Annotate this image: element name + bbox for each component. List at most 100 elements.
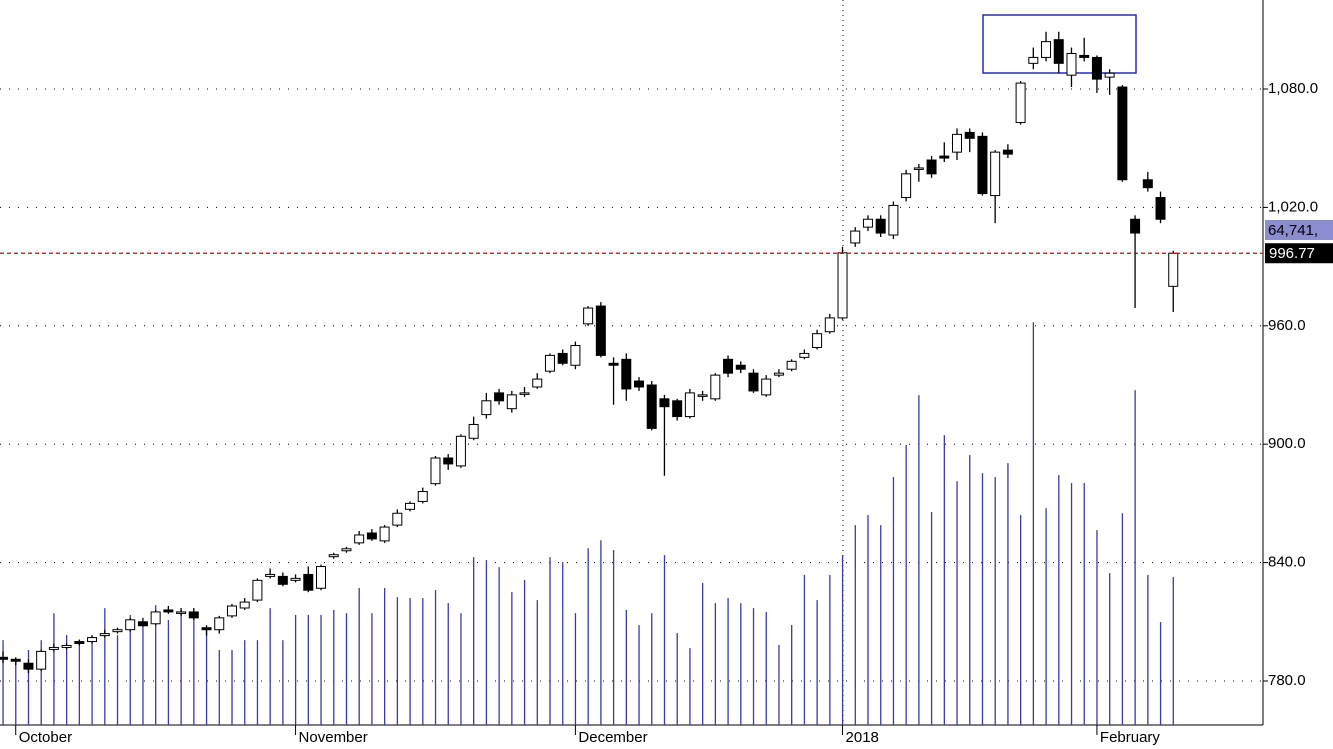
volume-bar: [752, 608, 755, 725]
candle-body: [443, 457, 454, 465]
volume-bar: [1134, 390, 1136, 725]
candle-body: [990, 151, 1001, 197]
candle-body: [646, 384, 657, 429]
volume-bar: [447, 603, 449, 725]
candle-body: [379, 526, 390, 542]
candle-body: [659, 398, 670, 408]
candle-body: [137, 621, 148, 627]
volume-bar: [129, 614, 131, 725]
candle-body: [850, 230, 861, 244]
volume-bar: [294, 614, 297, 725]
candle-body: [519, 392, 530, 395]
volume-bar: [460, 613, 462, 725]
volume-bar: [218, 649, 220, 725]
candle-body: [265, 573, 276, 577]
candle-body: [735, 364, 746, 370]
volume-label: 64,741,: [1268, 222, 1318, 239]
volume-bar: [116, 635, 119, 725]
volume-bar: [167, 620, 170, 725]
candle-body: [176, 611, 187, 614]
y-tick-label: 960.0: [1268, 317, 1306, 334]
volume-bar: [523, 580, 526, 725]
candle-body: [341, 548, 352, 552]
candle-body: [1028, 56, 1039, 64]
volume-bar: [91, 635, 93, 725]
candle-body: [99, 633, 110, 637]
volume-bar: [1109, 573, 1111, 725]
volume-bar: [384, 588, 386, 725]
candle-body: [964, 131, 975, 139]
volume-bar: [689, 648, 691, 725]
volume-bar: [53, 613, 55, 725]
volume-bar: [27, 649, 30, 725]
volume-bar: [562, 562, 564, 725]
volume-bar: [854, 525, 856, 725]
candle-body: [939, 155, 950, 159]
volume-bar: [307, 614, 309, 725]
candle-body: [1091, 56, 1102, 80]
candle-body: [1002, 149, 1013, 155]
volume-bar: [778, 644, 780, 725]
volume-bar: [765, 612, 767, 725]
volume-bar: [1007, 463, 1009, 725]
candle-body: [354, 534, 365, 544]
candle-body: [112, 629, 123, 633]
last-price-label: 996.77: [1269, 245, 1315, 262]
candle-body: [188, 611, 199, 619]
volume-bar: [612, 550, 615, 725]
candle-body: [430, 457, 441, 485]
candle-body: [583, 307, 594, 325]
candle-body: [163, 609, 174, 613]
volume-bar: [714, 603, 717, 725]
y-tick-label: 780.0: [1268, 672, 1306, 689]
volume-bar: [269, 608, 271, 725]
candle-body: [150, 611, 161, 625]
candle-body: [455, 435, 466, 467]
candle-body: [926, 159, 937, 175]
volume-bar: [956, 481, 958, 725]
volume-bar: [345, 613, 348, 725]
candle-body: [468, 423, 479, 439]
volume-bar: [371, 613, 373, 725]
candle-body: [277, 575, 288, 585]
volume-bar: [600, 540, 602, 725]
candle-body: [952, 133, 962, 153]
last-price-box: [1265, 243, 1333, 264]
volume-bar: [358, 588, 360, 725]
candle-body: [481, 400, 492, 416]
volume-bar: [587, 548, 589, 725]
volume-bar: [536, 600, 538, 725]
volume-bar: [180, 609, 182, 725]
volume-bar: [1045, 508, 1047, 725]
candle-body: [36, 650, 47, 670]
volume-bar: [409, 598, 411, 725]
candle-body: [913, 167, 924, 170]
volume-bar: [943, 435, 945, 725]
volume-bar: [333, 609, 335, 725]
x-tick-label: December: [578, 729, 647, 746]
candle-body: [684, 392, 695, 418]
volume-bar: [841, 555, 844, 725]
volume-bar: [791, 625, 793, 725]
volume-bar: [1058, 475, 1060, 725]
x-tick-label: February: [1100, 729, 1161, 746]
candle-body: [494, 392, 505, 402]
volume-bar: [574, 613, 577, 725]
candle-body: [1104, 72, 1115, 78]
volume-bar: [918, 395, 920, 725]
volume-bar: [434, 590, 437, 725]
volume-bar: [422, 598, 424, 725]
candle-body: [1155, 197, 1166, 220]
volume-bar: [905, 445, 907, 725]
candle-body: [888, 204, 899, 236]
volume-bar: [981, 473, 984, 725]
candle-body: [1168, 252, 1179, 287]
candle-body: [1130, 218, 1141, 234]
volume-bar: [994, 477, 996, 725]
candle-body: [61, 644, 72, 648]
x-tick-label: 2018: [846, 729, 879, 746]
candle-body: [290, 577, 301, 581]
candle-body: [74, 641, 85, 645]
candle-body: [1079, 54, 1090, 58]
volume-bar: [880, 525, 882, 725]
